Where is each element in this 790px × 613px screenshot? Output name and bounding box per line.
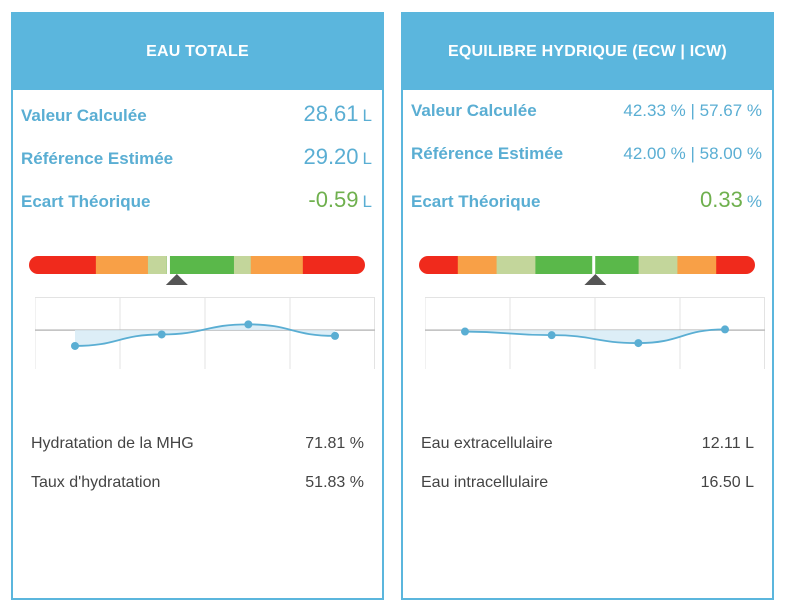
value-number: -0.59	[308, 187, 359, 212]
gauge-segment	[29, 256, 97, 274]
equilibre-hydrique-panel: EQUILIBRE HYDRIQUE (ECW | ICW) Valeur Ca…	[401, 12, 774, 600]
info-label: Taux d'hydratation	[31, 474, 161, 491]
value-number: 29.20	[303, 144, 359, 169]
gauge-segment	[95, 256, 149, 274]
gauge-segment	[147, 256, 168, 274]
value-marker-icon	[165, 274, 188, 285]
gauge-segment	[716, 256, 755, 274]
gauge-segments	[29, 256, 365, 274]
trend-svg	[34, 297, 375, 369]
reference-estimee-row: Référence Estimée 42.00 % | 58.00 %	[411, 144, 762, 172]
value-number: 42.33 % | 57.67 %	[623, 101, 762, 120]
gauge-segment	[496, 256, 536, 274]
value-unit: L	[362, 192, 372, 211]
gauge-segment	[166, 256, 235, 274]
trend-point	[634, 339, 643, 348]
gauge-segments	[419, 256, 755, 274]
trend-point	[331, 331, 339, 340]
gauge-segment	[677, 256, 717, 274]
row-label: Valeur Calculée	[411, 101, 537, 120]
trend-area	[75, 324, 335, 346]
row-label: Ecart Théorique	[21, 192, 151, 211]
trend-point	[547, 331, 556, 340]
valeur-calculee-row: Valeur Calculée 28.61 L	[21, 101, 372, 129]
gauge-svg	[29, 254, 365, 285]
info-row-eau-intracellulaire: Eau intracellulaire 16.50 L	[421, 471, 754, 495]
row-value: 42.33 % | 57.67 %	[623, 101, 762, 121]
info-label: Eau intracellulaire	[421, 474, 549, 491]
trend-chart	[424, 297, 765, 369]
trend-chart	[34, 297, 375, 369]
row-value: 29.20 L	[303, 144, 372, 170]
range-gauge	[417, 246, 757, 286]
trend-point	[461, 327, 469, 336]
gauge-segment	[457, 256, 498, 274]
value-unit: L	[362, 106, 372, 125]
row-value: 28.61 L	[303, 101, 372, 127]
gauge-segment	[535, 256, 610, 274]
ecart-theorique-row: Ecart Théorique 0.33%	[411, 187, 762, 215]
value-number: 28.61	[303, 101, 359, 126]
panel-title: EAU TOTALE	[13, 14, 382, 90]
trend-point	[244, 320, 253, 329]
gauge-segment	[250, 256, 304, 274]
row-value: 42.00 % | 58.00 %	[623, 144, 762, 164]
trend-point	[157, 330, 166, 339]
trend-point	[71, 341, 79, 350]
row-label: Valeur Calculée	[21, 106, 147, 125]
reference-tick	[592, 254, 596, 276]
row-label: Référence Estimée	[21, 149, 174, 168]
value-unit: L	[362, 149, 372, 168]
info-label: Hydratation de la MHG	[31, 435, 194, 452]
trend-line	[464, 328, 726, 344]
value-unit: %	[746, 192, 762, 211]
gauge-segment	[302, 256, 365, 274]
ecart-theorique-row: Ecart Théorique -0.59 L	[21, 187, 372, 215]
trend-area	[465, 329, 725, 344]
eau-totale-panel: EAU TOTALE Valeur Calculée 28.61 L Référe…	[11, 12, 384, 600]
gauge-segment	[638, 256, 678, 274]
trend-line	[74, 323, 336, 347]
trend-svg	[424, 297, 765, 369]
reference-estimee-row: Référence Estimée 29.20 L	[21, 144, 372, 172]
row-value: 0.33%	[700, 187, 762, 213]
reference-tick	[166, 254, 170, 276]
info-label: Eau extracellulaire	[421, 435, 553, 452]
panel-title: EQUILIBRE HYDRIQUE (ECW | ICW)	[403, 14, 772, 90]
info-row-eau-extracellulaire: Eau extracellulaire 12.11 L	[421, 432, 754, 456]
info-value: 16.50 L	[700, 474, 754, 491]
value-marker-icon	[584, 274, 607, 285]
row-label: Référence Estimée	[411, 144, 564, 163]
row-value: -0.59 L	[308, 187, 372, 213]
gauge-segment	[608, 256, 640, 274]
value-number: 42.00 % | 58.00 %	[623, 144, 762, 163]
info-row-hydratation-mhg: Hydratation de la MHG 71.81 %	[31, 432, 364, 456]
range-gauge	[27, 246, 367, 286]
info-value: 71.81 %	[305, 435, 364, 452]
valeur-calculee-row: Valeur Calculée 42.33 % | 57.67 %	[411, 101, 762, 129]
value-number: 0.33	[700, 187, 743, 212]
gauge-segment	[419, 256, 459, 274]
gauge-segment	[233, 256, 252, 274]
gauge-svg	[419, 254, 755, 285]
info-value: 12.11 L	[701, 435, 754, 452]
info-row-taux-hydratation: Taux d'hydratation 51.83 %	[31, 471, 364, 495]
row-label: Ecart Théorique	[411, 192, 541, 211]
info-value: 51.83 %	[305, 474, 364, 491]
trend-point	[721, 325, 729, 334]
